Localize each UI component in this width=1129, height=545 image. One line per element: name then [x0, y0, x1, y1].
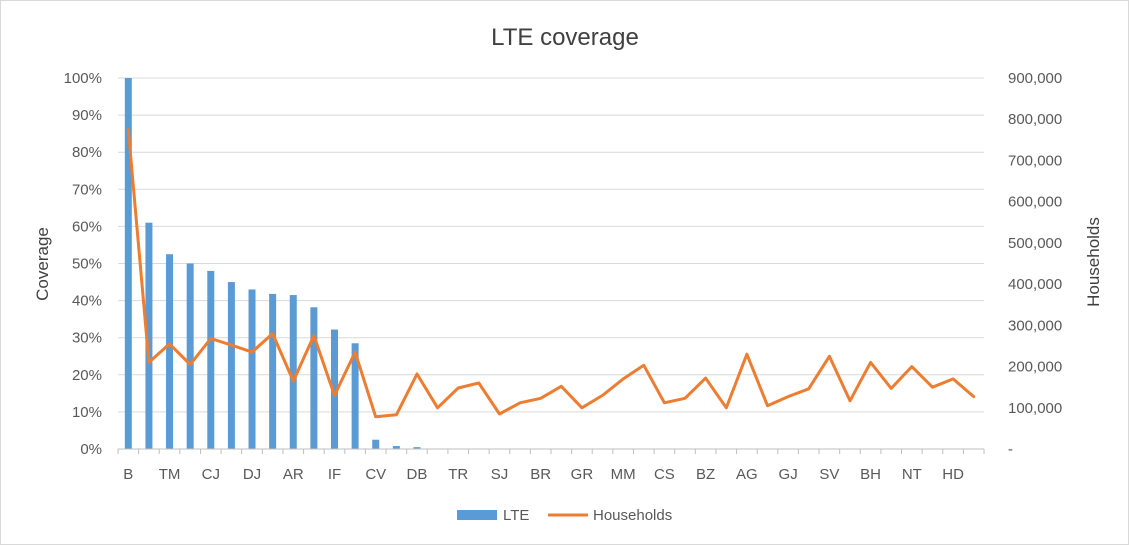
y-tick-label: 0% — [80, 441, 102, 458]
households-line — [126, 128, 976, 419]
y2-tick-label: 300,000 — [1008, 317, 1062, 334]
x-tick-label: CJ — [202, 466, 220, 483]
y-tick-label: 20% — [72, 367, 102, 384]
y-tick-label: 70% — [72, 181, 102, 198]
lte-bar — [269, 293, 277, 449]
chart-title: LTE coverage — [491, 24, 639, 51]
x-tick-label: CV — [365, 466, 386, 483]
y2-tick-label: 200,000 — [1008, 359, 1062, 376]
y2-tick-label: 600,000 — [1008, 194, 1062, 211]
y-tick-label: 30% — [72, 330, 102, 347]
x-tick-label: MM — [611, 466, 636, 483]
secondary-y-axis-title: Households — [1084, 217, 1103, 307]
lte-bars — [124, 78, 421, 449]
x-tick-label: CS — [654, 466, 675, 483]
y2-tick-label: 500,000 — [1008, 235, 1062, 252]
x-tick-label: DB — [407, 466, 428, 483]
y2-tick-label: 900,000 — [1008, 70, 1062, 87]
lte-bar — [124, 78, 132, 449]
y-tick-label: 100% — [64, 70, 102, 87]
x-tick-label: TM — [159, 466, 181, 483]
x-tick-label: TR — [448, 466, 468, 483]
y-tick-label: 90% — [72, 107, 102, 124]
lte-bar — [248, 289, 256, 449]
x-tick-label: B — [123, 466, 133, 483]
lte-bar — [207, 270, 215, 449]
x-tick-label: NT — [902, 466, 922, 483]
y-tick-label: 80% — [72, 144, 102, 161]
x-tick-label: AG — [736, 466, 758, 483]
lte-bar — [145, 222, 153, 449]
x-tick-label: DJ — [243, 466, 261, 483]
lte-bar — [227, 282, 235, 449]
x-tick-label: IF — [328, 466, 341, 483]
lte-bar — [413, 447, 421, 449]
x-tick-label: GR — [571, 466, 594, 483]
axes: 0% 10% 20% 30% 40% 50% 60% 70% 80% 90% 100% - 100,00… — [64, 70, 1063, 483]
y2-tick-label: 800,000 — [1008, 111, 1062, 128]
y2-tick-label: 100,000 — [1008, 400, 1062, 417]
x-tick-label: BH — [860, 466, 881, 483]
y-tick-label: 50% — [72, 256, 102, 273]
lte-bar — [331, 329, 338, 449]
y-tick-label: 60% — [72, 218, 102, 235]
y-axis-title: Coverage — [33, 227, 52, 301]
lte-bar — [310, 307, 318, 449]
x-tick-label: SV — [819, 466, 839, 483]
y2-tick-label: 400,000 — [1008, 276, 1062, 293]
legend-swatch-lte — [457, 510, 497, 520]
grid-lines — [118, 77, 984, 413]
y2-tick-label: - — [1008, 441, 1013, 458]
lte-bar — [351, 343, 359, 449]
y2-tick-label: 700,000 — [1008, 152, 1062, 169]
y-tick-label: 10% — [72, 404, 102, 421]
legend: LTE Households — [457, 507, 672, 524]
x-tick-label: BZ — [696, 466, 715, 483]
x-tick-label: AR — [283, 466, 304, 483]
legend-label-households: Households — [593, 507, 672, 524]
lte-bar — [289, 295, 297, 449]
lte-bar — [372, 439, 380, 449]
lte-bar — [186, 263, 194, 449]
y-tick-label: 40% — [72, 293, 102, 310]
x-tick-label: BR — [530, 466, 551, 483]
lte-bar — [166, 254, 174, 449]
legend-label-lte: LTE — [503, 507, 529, 524]
households-line-path — [126, 128, 976, 419]
x-tick-label: SJ — [491, 466, 509, 483]
x-tick-label: HD — [942, 466, 964, 483]
lte-bar — [392, 446, 400, 449]
x-tick-label: GJ — [779, 466, 798, 483]
